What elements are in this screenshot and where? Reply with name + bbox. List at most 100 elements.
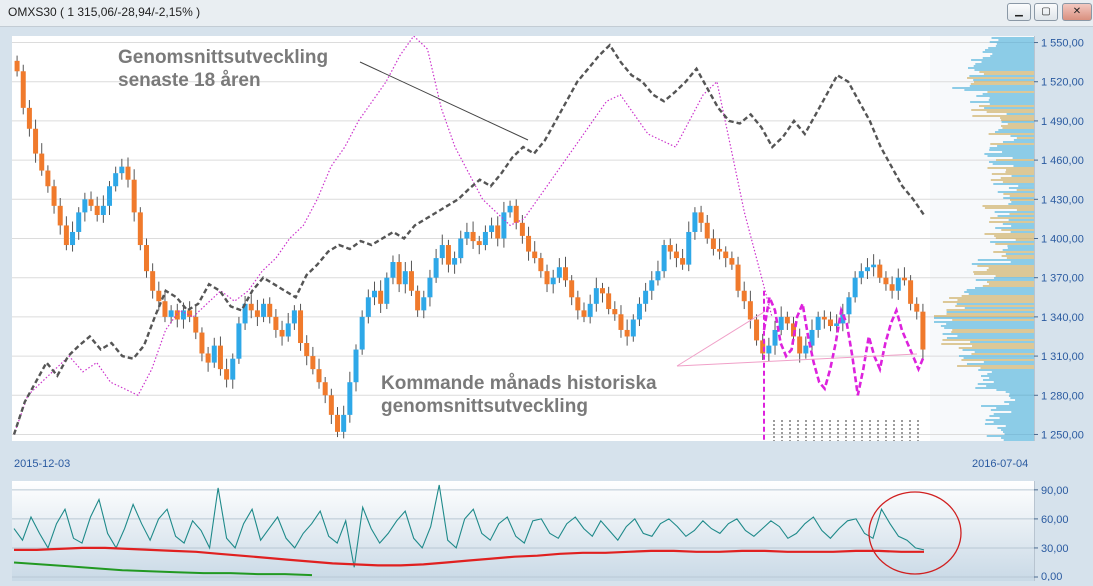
candle-body [723, 251, 729, 259]
price-y-tick-label: 1 490,00 [1041, 116, 1084, 128]
candle-body [298, 310, 304, 344]
candle-body [661, 245, 667, 272]
candle-body [328, 395, 334, 415]
candle-body [612, 309, 618, 315]
green-line [13, 561, 313, 577]
candle-body [125, 166, 131, 180]
avg18-annotation-line2: senaste 18 åren [118, 70, 261, 91]
next-month-annotation-line1: Kommande månads historiska [381, 373, 657, 394]
candle-body [217, 345, 223, 370]
minimize-button[interactable]: ▁ [1007, 3, 1031, 21]
candle-body [692, 212, 698, 232]
candle-body [476, 241, 482, 246]
candle-body [470, 231, 476, 242]
candle-body [415, 290, 421, 311]
candle-body [803, 345, 809, 354]
candle-body [143, 245, 149, 272]
candle-body [51, 186, 57, 206]
candle-body [569, 280, 575, 298]
candle-body [150, 271, 156, 291]
candle-body [396, 262, 402, 285]
candle-body [655, 271, 661, 281]
candle-body [815, 316, 821, 330]
candle-body [365, 297, 371, 317]
price-y-tick-label: 1 400,00 [1041, 234, 1084, 246]
candle-body [39, 153, 45, 171]
oscillator-y-tick-label: 30,00 [1041, 543, 1069, 555]
price-y-axis: 1 250,00 1 280,00 1 310,00 1 340,00 1 370,00… [1034, 36, 1084, 441]
candle-body [273, 316, 279, 330]
candle-body [501, 212, 507, 239]
candle-body [464, 231, 470, 239]
candle-body [131, 179, 137, 213]
candle-body [587, 303, 593, 317]
candle-body [439, 245, 445, 259]
candle-body [908, 280, 914, 304]
next-month-annotation: Kommande månads historiska genomsnittsut… [381, 372, 657, 418]
next-month-annotation-line2: genomsnittsutveckling [381, 396, 588, 417]
candle-body [914, 303, 920, 312]
candle-body [489, 225, 495, 232]
volume-profile [934, 37, 1034, 441]
candle-body [575, 297, 581, 311]
avg18-annotation: Genomsnittsutveckling senaste 18 åren [118, 46, 328, 92]
candle-body [636, 303, 642, 320]
candle-body [649, 280, 655, 291]
candle-body [840, 314, 846, 324]
avg18-annotation-line1: Genomsnittsutveckling [118, 47, 329, 68]
candle-body [760, 340, 766, 354]
candle-body [643, 290, 649, 304]
forecast-day-ticks [773, 420, 919, 441]
highlight-circle [868, 491, 962, 575]
candle-body [402, 271, 408, 285]
candle-body [205, 353, 211, 363]
candle-body [698, 212, 704, 223]
candle-body [754, 319, 760, 341]
candle-body [513, 205, 519, 223]
candle-body [310, 356, 316, 370]
candle-body [827, 319, 833, 327]
maximize-button[interactable]: ▢ [1034, 3, 1058, 21]
oscillator-y-tick-label: 60,00 [1041, 514, 1069, 526]
price-y-tick-label: 1 310,00 [1041, 351, 1084, 363]
oscillator-background [12, 481, 1034, 581]
candle-body [279, 329, 285, 337]
candle-body [809, 329, 815, 346]
price-y-tick-label: 1 460,00 [1041, 155, 1084, 167]
candle-body [452, 258, 458, 265]
candle-body [63, 225, 69, 246]
candle-body [187, 310, 193, 317]
oscillator-pane[interactable] [12, 481, 1034, 581]
candle-body [791, 323, 797, 337]
candle-body [261, 303, 267, 317]
candle-body [519, 222, 525, 236]
candle-body [421, 297, 427, 311]
candle-body [741, 290, 747, 302]
candle-body [667, 245, 673, 252]
candle-body [846, 297, 852, 315]
candle-body [581, 310, 587, 317]
candle-body [199, 332, 205, 354]
close-button[interactable]: ✕ [1062, 3, 1092, 21]
candle-body [76, 212, 82, 232]
candle-body [624, 329, 630, 337]
date-range-end: 2016-07-04 [972, 458, 1029, 470]
candle-body [408, 271, 414, 291]
candle-body [20, 71, 26, 108]
candle-body [107, 186, 113, 206]
candle-body [427, 277, 433, 298]
candles [14, 55, 926, 439]
candle-body [378, 290, 384, 304]
candle-body [834, 323, 840, 327]
candle-body [606, 293, 612, 310]
next-month-pointer-line [676, 353, 918, 367]
candle-body [45, 170, 51, 187]
candle-body [871, 264, 877, 268]
candle-body [335, 414, 341, 432]
oscillator-y-axis: 0,00 30,00 60,00 90,00 [1034, 481, 1069, 581]
candle-body [735, 264, 741, 291]
price-y-tick-label: 1 250,00 [1041, 429, 1084, 441]
price-chart-pane[interactable]: Genomsnittsutveckling senaste 18 åren Ko… [12, 36, 1034, 441]
candle-body [778, 316, 784, 330]
avg18-pointer-line [359, 61, 529, 141]
